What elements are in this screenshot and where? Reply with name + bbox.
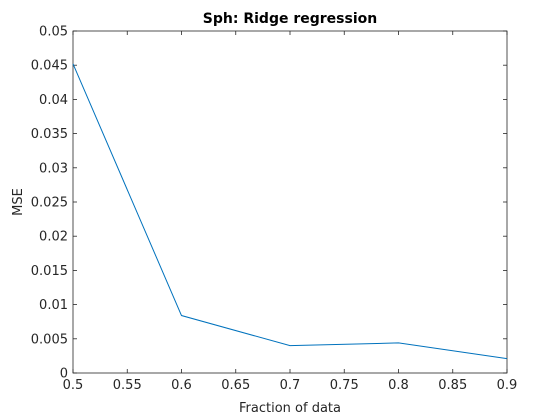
y-tick-label: 0.04 <box>39 93 68 108</box>
x-tick-label: 0.8 <box>388 378 409 393</box>
x-tick-label: 0.65 <box>221 378 250 393</box>
x-tick-label: 0.9 <box>497 378 518 393</box>
x-axis-label: Fraction of data <box>239 401 341 416</box>
x-tick-label: 0.55 <box>113 378 142 393</box>
axes-box <box>72 30 508 374</box>
y-tick-label: 0.015 <box>31 264 68 279</box>
x-tick-label: 0.6 <box>171 378 192 393</box>
x-tick-label: 0.7 <box>280 378 301 393</box>
y-tick-label: 0.005 <box>31 332 68 347</box>
y-tick-label: 0.02 <box>39 230 68 245</box>
y-tick-label: 0.025 <box>31 196 68 211</box>
x-tick-label: 0.85 <box>438 378 467 393</box>
x-tick-label: 0.5 <box>63 378 84 393</box>
y-tick-label: 0.045 <box>31 59 68 74</box>
y-tick-label: 0.01 <box>39 298 68 313</box>
y-tick-label: 0.035 <box>31 127 68 142</box>
y-tick-label: 0.05 <box>39 25 68 40</box>
y-tick-label: 0.03 <box>39 161 68 176</box>
y-tick-label: 0 <box>60 367 68 382</box>
mse-series-line <box>72 63 508 360</box>
chart-title: Sph: Ridge regression <box>203 11 377 27</box>
y-axis-label: MSE <box>11 188 26 216</box>
x-tick-label: 0.75 <box>330 378 359 393</box>
